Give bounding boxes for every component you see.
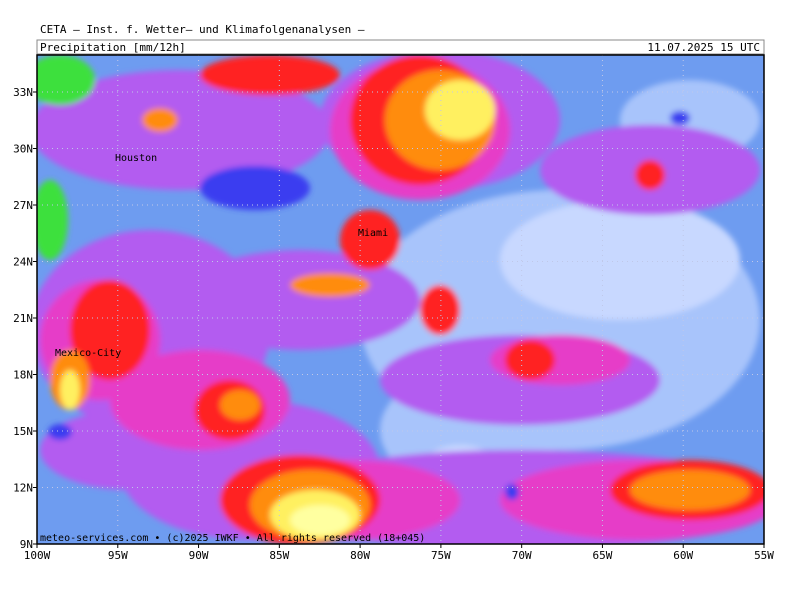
city-label: Mexico-City [55,348,121,359]
precip-area [340,210,400,270]
lon-label: 55W [754,549,774,562]
lon-label: 75W [431,549,451,562]
lon-label: 90W [189,549,209,562]
precip-area [635,160,665,190]
precip-area [420,285,460,335]
precip-area [48,424,72,440]
lat-label: 12N [13,482,33,495]
precip-area [60,370,80,410]
lat-label: 33N [13,86,33,99]
city-label: Miami [358,228,388,239]
lat-label: 15N [13,425,33,438]
lon-label: 100W [24,549,51,562]
precip-area [290,505,350,535]
lon-label: 70W [512,549,532,562]
precip-area [70,280,150,380]
valid-time: 11.07.2025 15 UTC [647,41,760,54]
footer: meteo-services.com • (c)2025 IWKF • All … [40,533,425,544]
lon-label: 80W [350,549,370,562]
lon-label: 85W [269,549,289,562]
precip-area [220,390,260,420]
precip-area [37,180,68,260]
map [37,55,764,544]
precip-area [670,111,690,125]
lat-label: 24N [13,256,33,269]
precip-area [37,70,330,190]
lon-label: 60W [673,549,693,562]
map-frame [36,54,765,545]
precip-area [200,166,310,210]
precip-area [200,55,340,95]
lat-label: 27N [13,199,33,212]
header-bar [36,39,765,55]
lon-label: 95W [108,549,128,562]
product: Precipitation [mm/12h] [40,41,186,54]
precip-area [500,200,740,320]
title: CETA – Inst. f. Wetter– und Klimafolgena… [40,23,365,36]
precip-area [505,340,555,380]
lon-label: 65W [593,549,613,562]
precip-area [290,273,370,297]
lat-label: 30N [13,143,33,156]
lat-label: 18N [13,369,33,382]
precip-area [630,470,750,510]
precip-area [505,484,519,500]
lat-label: 21N [13,312,33,325]
city-label: Houston [115,153,157,164]
lat-label: 9N [20,538,33,551]
precip-area [142,108,178,132]
precip-area [425,80,495,140]
precip-area [37,55,95,105]
